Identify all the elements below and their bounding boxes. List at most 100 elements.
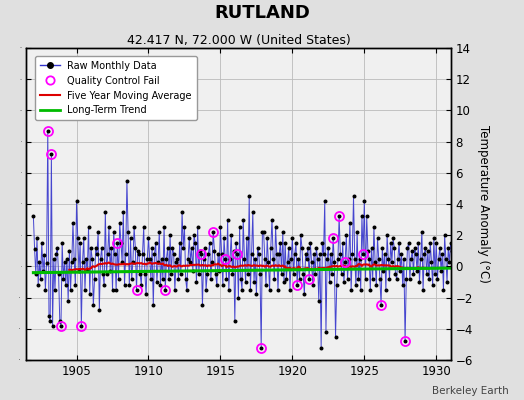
Point <box>354 276 363 282</box>
Point <box>238 286 246 293</box>
Point <box>178 209 186 215</box>
Point <box>340 279 348 285</box>
Point <box>447 248 456 254</box>
Point <box>296 276 304 282</box>
Point <box>422 271 431 278</box>
Point <box>209 229 217 235</box>
Point <box>287 255 296 262</box>
Point <box>314 298 323 304</box>
Point <box>114 276 123 282</box>
Point <box>417 255 425 262</box>
Point <box>180 224 189 230</box>
Point <box>452 271 461 278</box>
Point <box>65 248 73 254</box>
Point <box>181 276 190 282</box>
Point <box>446 240 455 246</box>
Point <box>339 240 347 246</box>
Point <box>383 232 391 238</box>
Point <box>335 213 343 220</box>
Point <box>36 276 45 282</box>
Point <box>201 244 209 251</box>
Point <box>412 251 420 257</box>
Point <box>228 271 237 278</box>
Point <box>113 240 122 246</box>
Point <box>87 244 95 251</box>
Point <box>441 232 449 238</box>
Point <box>110 229 118 235</box>
Point <box>222 276 231 282</box>
Point <box>289 271 298 278</box>
Point <box>351 255 359 262</box>
Point <box>318 240 326 246</box>
Point <box>123 178 131 184</box>
Point <box>106 268 114 274</box>
Point <box>367 244 376 251</box>
Point <box>348 251 356 257</box>
Point <box>268 216 276 223</box>
Point <box>368 276 377 282</box>
Point <box>387 240 395 246</box>
Point <box>230 248 238 254</box>
Point <box>356 286 365 293</box>
Point <box>305 276 313 282</box>
Point <box>326 251 335 257</box>
Point <box>57 322 65 329</box>
Point <box>58 240 67 246</box>
Point <box>312 244 321 251</box>
Point <box>438 251 446 257</box>
Point <box>333 282 341 288</box>
Title: 42.417 N, 72.000 W (United States): 42.417 N, 72.000 W (United States) <box>126 34 351 47</box>
Point <box>291 251 299 257</box>
Point <box>248 209 257 215</box>
Point <box>148 244 156 251</box>
Point <box>204 251 213 257</box>
Point <box>143 255 151 262</box>
Point <box>240 255 248 262</box>
Point <box>167 271 176 278</box>
Point <box>451 244 460 251</box>
Point <box>208 258 216 265</box>
Point <box>137 282 146 288</box>
Point <box>328 271 336 278</box>
Point <box>430 235 438 242</box>
Point <box>380 251 389 257</box>
Point <box>193 224 202 230</box>
Point <box>250 279 258 285</box>
Point <box>67 286 75 293</box>
Point <box>192 279 201 285</box>
Point <box>134 248 142 254</box>
Point <box>260 255 269 262</box>
Point <box>304 244 312 251</box>
Point <box>79 258 87 265</box>
Point <box>43 128 52 134</box>
Point <box>168 244 177 251</box>
Point <box>48 322 57 329</box>
Point <box>418 229 426 235</box>
Point <box>376 276 384 282</box>
Point <box>265 286 274 293</box>
Point <box>251 255 259 262</box>
Point <box>203 271 212 278</box>
Point <box>272 251 281 257</box>
Point <box>257 344 265 351</box>
Point <box>313 255 322 262</box>
Point <box>279 229 287 235</box>
Point <box>127 276 136 282</box>
Point <box>220 235 228 242</box>
Point <box>294 255 302 262</box>
Point <box>31 271 40 278</box>
Point <box>96 255 105 262</box>
Point <box>379 268 388 274</box>
Point <box>267 244 275 251</box>
Point <box>92 244 100 251</box>
Point <box>324 244 333 251</box>
Point <box>214 251 222 257</box>
Point <box>223 216 232 223</box>
Point <box>370 224 378 230</box>
Point <box>212 271 220 278</box>
Point <box>226 255 234 262</box>
Point <box>174 276 183 282</box>
Point <box>150 251 159 257</box>
Point <box>396 268 405 274</box>
Point <box>345 255 353 262</box>
